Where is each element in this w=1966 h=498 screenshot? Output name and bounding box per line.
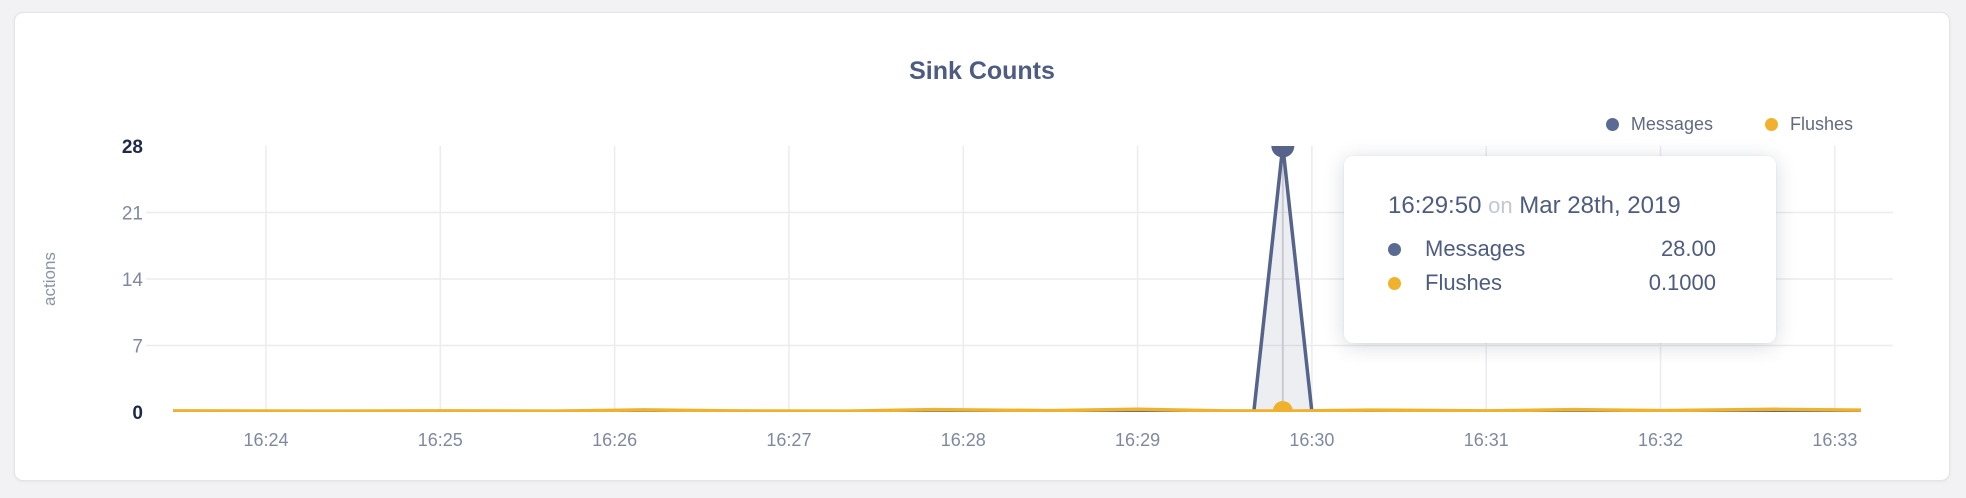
chart-card: Sink Counts Messages Flushes actions 16:… bbox=[14, 12, 1950, 481]
y-tick-label: 14 bbox=[122, 270, 144, 291]
tooltip-series-value: 0.1000 bbox=[1648, 270, 1716, 295]
x-tick-label: 16:28 bbox=[941, 430, 986, 450]
tooltip-header: 16:29:50 on Mar 28th, 2019 bbox=[1388, 192, 1716, 220]
messages-hover-marker bbox=[1271, 146, 1295, 158]
y-tick-label: 0 bbox=[132, 403, 143, 424]
tooltip-row-flushes: Flushes 0.1000 bbox=[1388, 266, 1716, 300]
legend-item-flushes[interactable]: Flushes bbox=[1764, 114, 1853, 135]
x-tick-label: 16:27 bbox=[766, 430, 811, 450]
x-tick-label: 16:26 bbox=[592, 430, 637, 450]
flushes-line bbox=[173, 407, 1861, 412]
messages-line bbox=[173, 146, 1861, 412]
hover-tooltip: 16:29:50 on Mar 28th, 2019 Messages 28.0… bbox=[1344, 156, 1776, 343]
y-tick-label: 28 bbox=[122, 137, 143, 158]
flushes-dot-icon bbox=[1388, 276, 1401, 290]
x-tick-label: 16:25 bbox=[418, 430, 463, 450]
tooltip-series-label: Flushes bbox=[1425, 270, 1503, 295]
x-tick-label: 16:30 bbox=[1289, 430, 1334, 450]
tooltip-row-messages: Messages 28.00 bbox=[1388, 232, 1716, 266]
legend-item-label: Flushes bbox=[1789, 114, 1853, 134]
messages-legend-dot-icon bbox=[1605, 118, 1619, 131]
tooltip-date: Mar 28th, 2019 bbox=[1519, 192, 1681, 219]
x-tick-label: 16:32 bbox=[1638, 430, 1683, 450]
flushes-legend-dot-icon bbox=[1764, 118, 1778, 131]
y-tick-label: 21 bbox=[122, 204, 143, 225]
messages-dot-icon bbox=[1388, 242, 1401, 256]
x-tick-label: 16:24 bbox=[243, 430, 288, 450]
y-tick-label: 7 bbox=[132, 337, 143, 358]
legend-item-messages[interactable]: Messages bbox=[1605, 114, 1713, 135]
tooltip-series-label: Messages bbox=[1425, 236, 1526, 261]
chart-title: Sink Counts bbox=[909, 57, 1055, 85]
x-tick-label: 16:33 bbox=[1812, 430, 1857, 450]
x-tick-label: 16:29 bbox=[1115, 430, 1160, 450]
flushes-hover-marker bbox=[1272, 401, 1293, 412]
legend-item-label: Messages bbox=[1630, 114, 1713, 134]
tooltip-series-value: 28.00 bbox=[1660, 236, 1716, 261]
x-tick-label: 16:31 bbox=[1464, 430, 1509, 450]
chart-legend: Messages Flushes bbox=[1605, 114, 1853, 135]
tooltip-time: 16:29:50 bbox=[1388, 192, 1482, 219]
tooltip-preposition: on bbox=[1488, 193, 1513, 218]
